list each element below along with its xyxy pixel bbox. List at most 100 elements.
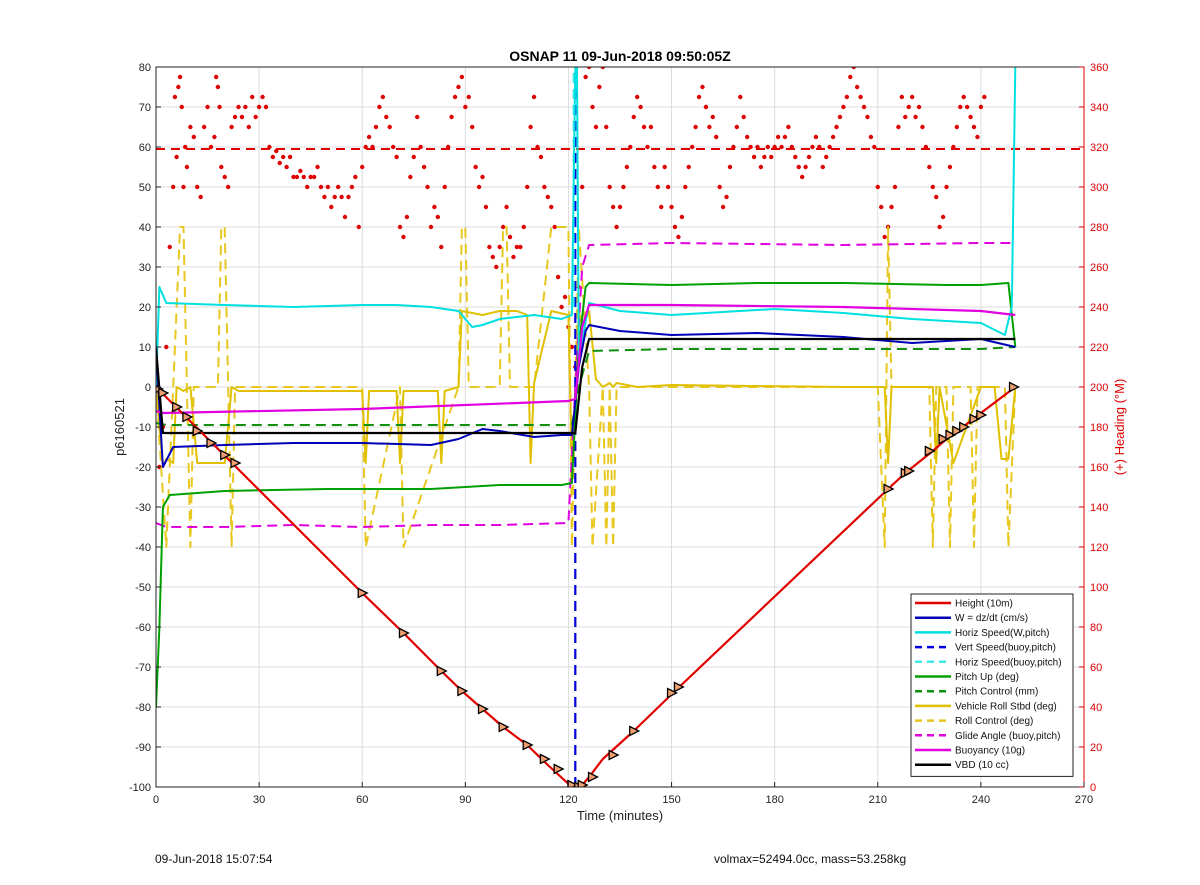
heading-point	[899, 94, 905, 100]
heading-point	[923, 144, 929, 150]
heading-point	[538, 154, 544, 160]
height-marker	[673, 681, 685, 693]
heading-point	[803, 164, 808, 170]
heading-point	[170, 184, 176, 190]
heading-point	[191, 134, 197, 140]
heading-point	[562, 294, 568, 300]
y-tick-label: -70	[135, 662, 151, 674]
y-tick-label: -20	[135, 462, 151, 474]
heading-point	[215, 84, 221, 90]
heading-point	[583, 74, 588, 80]
x-tick-label: 180	[765, 794, 783, 806]
y2-tick-label: 120	[1090, 542, 1108, 554]
heading-point	[490, 254, 496, 260]
heading-point	[246, 124, 251, 130]
height-marker	[457, 685, 469, 697]
heading-point	[827, 144, 832, 150]
heading-point	[662, 164, 667, 170]
plot-area	[156, 0, 1084, 787]
x-tick-label: 150	[662, 794, 680, 806]
heading-point	[179, 104, 184, 110]
heading-point	[600, 67, 606, 70]
y-tick-label: -80	[135, 702, 151, 714]
heading-point	[796, 164, 801, 170]
heading-point	[432, 204, 437, 210]
heading-point	[909, 94, 915, 100]
heading-point	[555, 274, 561, 280]
heading-point	[518, 244, 523, 250]
y-tick-label: 0	[145, 382, 151, 394]
height-marker	[220, 449, 232, 461]
heading-point	[507, 234, 513, 240]
heading-point	[470, 124, 475, 130]
height-marker	[522, 739, 534, 751]
height-marker	[938, 433, 950, 445]
heading-point	[944, 184, 949, 190]
heading-point	[356, 224, 361, 230]
legend-label: W = dz/dt (cm/s)	[955, 613, 1028, 624]
heading-point	[947, 164, 953, 170]
heading-point	[322, 194, 327, 200]
heading-point	[720, 204, 726, 210]
heading-point	[329, 204, 334, 210]
heading-point	[727, 164, 733, 170]
y-tick-label: -30	[135, 502, 151, 514]
heading-point	[452, 94, 458, 100]
heading-point	[394, 154, 399, 160]
heading-point	[418, 144, 423, 150]
axes: 0 30 60 90 120 150 180 210 240 270-100-90-80-70-6…	[129, 62, 1108, 806]
heading-point	[868, 134, 874, 140]
height-marker	[608, 749, 620, 761]
series-line-6	[156, 346, 1016, 426]
y-tick-label: -50	[135, 582, 151, 594]
height-marker	[436, 665, 448, 677]
heading-point	[934, 194, 939, 200]
heading-point	[390, 144, 396, 150]
series-line-9	[156, 242, 1016, 528]
y2-tick-label: 360	[1090, 62, 1108, 74]
height-marker	[924, 445, 936, 457]
heading-point	[779, 144, 784, 150]
heading-point	[514, 244, 520, 250]
heading-point	[731, 144, 736, 150]
heading-point	[342, 214, 348, 220]
heading-point	[219, 164, 224, 170]
heading-point	[277, 160, 282, 166]
heading-point	[806, 154, 812, 160]
heading-point	[679, 214, 685, 220]
y2-axis-label: (+) Heading (°M)	[1112, 379, 1127, 476]
heading-point	[445, 144, 451, 150]
heading-point	[305, 184, 310, 190]
heading-point	[916, 104, 922, 110]
heading-point	[710, 114, 715, 120]
y-tick-label: -60	[135, 622, 151, 634]
y2-tick-label: 300	[1090, 182, 1108, 194]
heading-point	[535, 144, 540, 150]
heading-point	[903, 114, 908, 120]
heading-point	[239, 114, 245, 120]
heading-point	[961, 94, 966, 100]
heading-point	[669, 204, 674, 210]
heading-point	[696, 94, 702, 100]
heading-point	[734, 124, 740, 130]
heading-point	[387, 124, 392, 130]
y2-tick-label: 140	[1090, 502, 1108, 514]
height-marker	[477, 703, 489, 715]
y2-tick-label: 220	[1090, 342, 1108, 354]
heading-point	[480, 174, 485, 180]
heading-point	[335, 184, 341, 190]
heading-point	[449, 114, 454, 120]
heading-point	[504, 204, 509, 210]
heading-point	[363, 144, 368, 150]
heading-point	[628, 144, 633, 150]
heading-point	[645, 144, 650, 150]
heading-point	[724, 194, 729, 200]
heading-point	[528, 124, 533, 130]
height-marker	[945, 429, 957, 441]
heading-point	[569, 344, 575, 350]
heading-point	[284, 164, 289, 170]
heading-point	[999, 0, 1003, 2]
heading-point	[318, 184, 324, 190]
heading-point	[906, 104, 911, 110]
y-tick-label: 40	[139, 222, 151, 234]
